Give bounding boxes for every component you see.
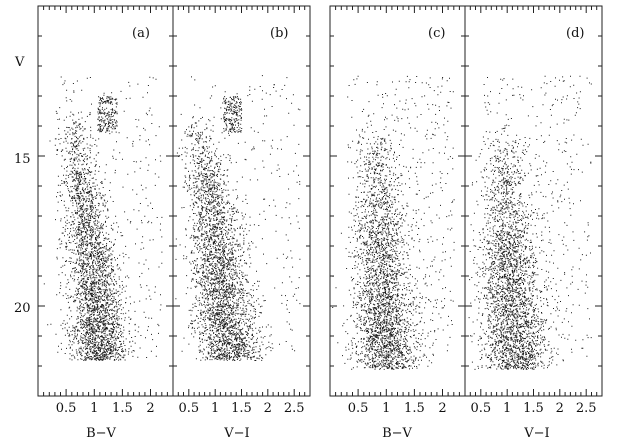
axis-ticks [465, 6, 602, 396]
x-tick-label: 1.5 [523, 401, 544, 416]
panel-d-points [468, 75, 592, 370]
panel-a-ticks [38, 6, 173, 396]
axis-ticks [330, 6, 465, 396]
panel-d-frame [464, 5, 603, 397]
panel-c: 0.5 1 1.5 2 (c) B−V [329, 5, 466, 441]
panel-d-ticks [465, 6, 602, 396]
axis-ticks [173, 6, 310, 396]
x-tick-label: 1.5 [112, 401, 133, 416]
panel-c-points [332, 75, 455, 370]
x-tick-label: 1 [90, 401, 98, 416]
y-tick-label: 20 [14, 301, 31, 316]
panel-c-tag: (c) [428, 26, 445, 41]
panel-a-tag: (a) [132, 26, 150, 41]
x-tick-label: 2 [264, 401, 272, 416]
panel-b-ticks [173, 6, 310, 396]
x-tick-label: 1 [382, 401, 390, 416]
x-tick-label: 1 [211, 401, 219, 416]
x-tick-label: 0.5 [470, 401, 491, 416]
panel-a-x-tick-labels: 0.5 1 1.5 2 [56, 401, 155, 416]
panel-c-frame [329, 5, 466, 397]
x-tick-label: 2 [438, 401, 446, 416]
x-tick-label: 1.5 [231, 401, 252, 416]
y-tick-label-15: 15 [14, 152, 31, 167]
panel-b-points [175, 75, 301, 361]
panel-c-ticks [330, 6, 465, 396]
x-tick-label: 0.5 [56, 401, 77, 416]
panel-d-x-tick-labels: 0.5 1 1.5 2 2.5 [470, 401, 596, 416]
axis-ticks [38, 6, 173, 396]
panel-d-tag: (d) [566, 26, 584, 41]
x-tick-label: 2 [146, 401, 154, 416]
panel-b-x-axis-title: V−I [223, 426, 249, 441]
panel-b: 0.5 1 1.5 2 2.5 (b) V−I [172, 5, 311, 441]
panel-c-x-tick-labels: 0.5 1 1.5 2 [348, 401, 447, 416]
panel-a-points [43, 76, 163, 361]
panel-b-x-tick-labels: 0.5 1 1.5 2 2.5 [178, 401, 304, 416]
scatter-points [43, 76, 163, 361]
panel-d-x-axis-title: V−I [523, 426, 549, 441]
x-tick-label: 1.5 [404, 401, 425, 416]
scatter-points [332, 75, 455, 370]
scatter-points [175, 75, 301, 361]
x-tick-label: 2 [556, 401, 564, 416]
y-tick-label-20: 20 [14, 301, 31, 316]
scatter-points [468, 75, 592, 370]
panel-b-tag: (b) [270, 26, 288, 41]
panel-b-frame [172, 5, 311, 397]
x-tick-label: 0.5 [178, 401, 199, 416]
panel-a: 0.5 1 1.5 2 (a) B−V [37, 5, 174, 441]
panel-d: 0.5 1 1.5 2 2.5 (d) V−I [464, 5, 603, 441]
y-axis-label: V [14, 55, 25, 70]
x-tick-label: 2.5 [576, 401, 597, 416]
panel-a-x-axis-title: B−V [86, 426, 116, 441]
panel-c-x-axis-title: B−V [382, 426, 412, 441]
x-tick-label: 0.5 [348, 401, 369, 416]
x-tick-label: 1 [503, 401, 511, 416]
x-tick-label: 2.5 [284, 401, 305, 416]
y-tick-label: 15 [14, 152, 31, 167]
